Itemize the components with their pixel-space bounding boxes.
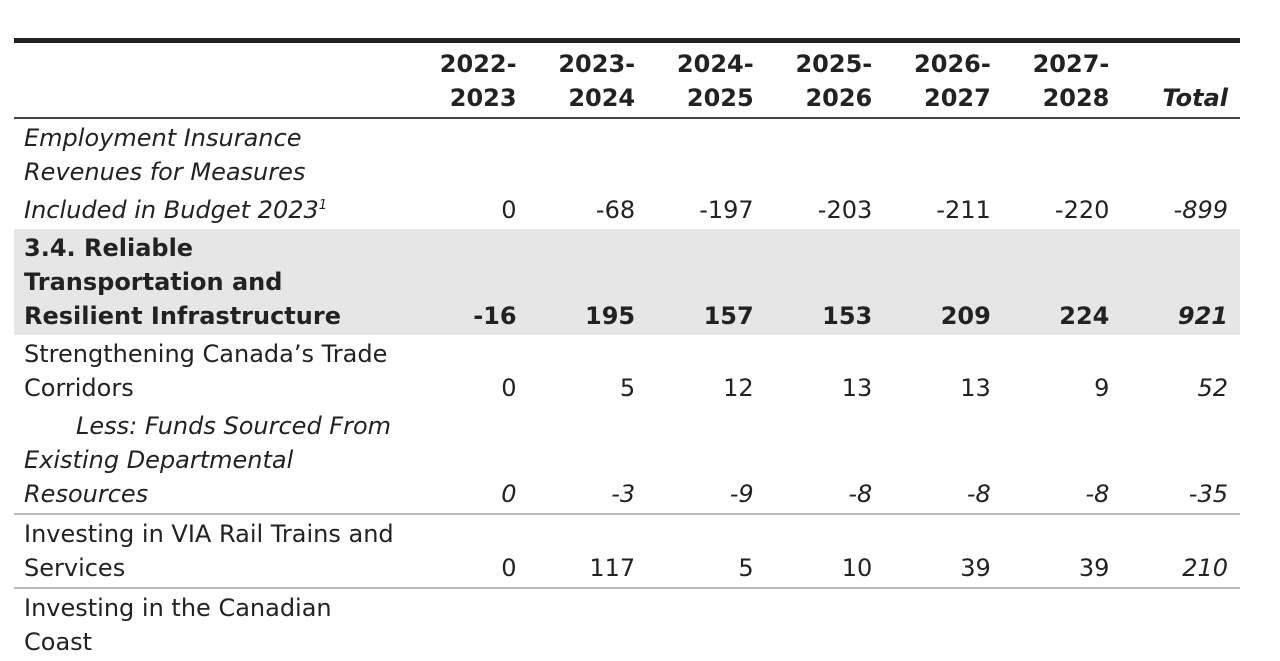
cell-value: 153: [765, 229, 885, 335]
table-row: Strengthening Canada’s Trade Corridors 0 5…: [14, 335, 1240, 407]
cell-value: 13: [841, 374, 873, 402]
cell-value: -899: [1173, 196, 1228, 224]
table-row: 3.4. Reliable Transportation and Resilie…: [14, 229, 1240, 335]
page: 2022-2023 2023-2024 2024-2025 2025-2026 2026…: [14, 38, 1240, 656]
footnote-mark: 1: [318, 198, 328, 213]
table-row: Investing in VIA Rail Trains and Service…: [14, 514, 1240, 589]
cell-value: 0: [501, 196, 517, 224]
cell-value: 5: [647, 514, 766, 589]
cell-value: 117: [528, 514, 648, 589]
row-label: Strengthening Canada’s Trade Corridors: [24, 340, 388, 402]
column-header: 2026-2027: [884, 38, 1003, 119]
cell-value: -8: [765, 407, 885, 515]
column-header: 2022-2023: [410, 38, 529, 119]
cell-value: -8: [884, 407, 1003, 515]
cell-value: 5: [619, 374, 636, 402]
cell-value: 39: [1002, 514, 1122, 589]
cell-value: -211: [936, 196, 991, 224]
cell-value: 12: [723, 374, 754, 402]
cell-value: 195: [528, 229, 648, 335]
table-row: Employment Insurance Revenues for Measur…: [14, 118, 1240, 229]
corner: [14, 38, 410, 119]
cell-value: 157: [647, 229, 766, 335]
cell-value: -9: [647, 407, 766, 515]
budget-table: 2022-2023 2023-2024 2024-2025 2025-2026 2026…: [14, 38, 1240, 661]
cell-value: -8: [1002, 407, 1122, 515]
cell-value: 13: [960, 374, 991, 402]
cell-value: -3: [528, 407, 648, 515]
cell-value: 9: [1094, 374, 1110, 402]
column-header: 2025-2026: [765, 38, 885, 119]
row-label: 3.4. Reliable Transportation and Resilie…: [14, 229, 410, 335]
cell-value: 0: [410, 514, 529, 589]
cell-value: 209: [884, 229, 1003, 335]
cell-value: -220: [1054, 196, 1110, 224]
row-label: Less: Funds Sourced From Existing Depart…: [14, 407, 410, 515]
cell-value: -197: [699, 196, 754, 224]
row-label: Investing in VIA Rail Trains and Service…: [14, 514, 410, 589]
cell-value: 224: [1002, 229, 1122, 335]
table-row: Less: Funds Sourced From Existing Depart…: [14, 407, 1240, 515]
column-header: Total: [1121, 38, 1240, 119]
cell-value: -16: [410, 229, 529, 335]
row-label: Employment Insurance Revenues for Measur…: [24, 124, 328, 224]
cell-value: 0: [501, 374, 517, 402]
cell-value: 39: [884, 514, 1003, 589]
column-header: 2024-2025: [647, 38, 766, 119]
cell-value: -35: [1121, 407, 1240, 515]
cell-value: 921: [1121, 229, 1240, 335]
cell-value: 0: [410, 407, 529, 515]
table-row: Investing in the Canadian Coast: [14, 588, 1240, 661]
cell-value: -203: [817, 196, 873, 224]
cell-value: -68: [595, 196, 636, 224]
table-body: Employment Insurance Revenues for Measur…: [14, 118, 1240, 661]
row-label: Investing in the Canadian Coast: [24, 594, 332, 656]
cell-value: 210: [1121, 514, 1240, 589]
cell-value: 10: [765, 514, 885, 589]
column-header: 2027-2028: [1002, 38, 1122, 119]
cell-value: 52: [1197, 374, 1228, 402]
column-header: 2023-2024: [528, 38, 648, 119]
header-row: 2022-2023 2023-2024 2024-2025 2025-2026 2026…: [14, 38, 1240, 119]
